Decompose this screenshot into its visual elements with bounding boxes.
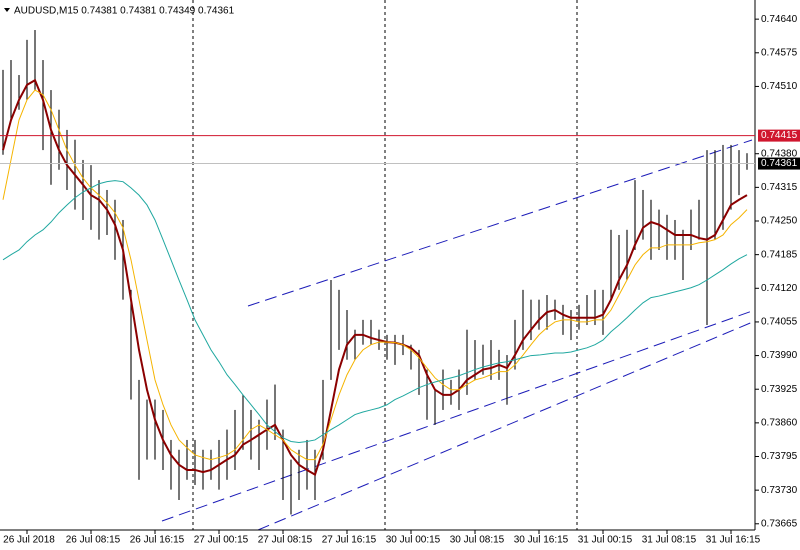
x-tick-label: 31 Jul 08:15 <box>642 535 697 546</box>
x-tick-label: 27 Jul 08:15 <box>258 535 313 546</box>
x-tick-label: 31 Jul 16:15 <box>706 535 761 546</box>
moving-average <box>2 180 748 444</box>
moving-average <box>2 89 748 461</box>
x-tick-label: 26 Jul 16:15 <box>130 535 185 546</box>
price-tag-label: 0.74415 <box>761 130 798 141</box>
y-tick-label: 0.73925 <box>761 384 798 395</box>
y-tick-label: 0.74120 <box>761 283 798 294</box>
y-tick-label: 0.74185 <box>761 249 798 260</box>
day-separators <box>192 0 578 530</box>
x-tick-label: 30 Jul 00:15 <box>386 535 441 546</box>
y-tick-label: 0.73990 <box>761 350 798 361</box>
y-tick-label: 0.74380 <box>761 148 798 159</box>
trendline <box>161 309 756 522</box>
moving-average <box>2 78 748 477</box>
y-tick-label: 0.74510 <box>761 81 798 92</box>
trendlines <box>161 139 756 531</box>
y-tick-label: 0.74055 <box>761 317 798 328</box>
price-tag <box>758 129 800 142</box>
y-tick-label: 0.73795 <box>761 451 798 462</box>
y-tick-label: 0.73860 <box>761 418 798 429</box>
y-tick-label: 0.74575 <box>761 47 798 58</box>
menu-icon[interactable] <box>4 8 10 12</box>
y-tick-label: 0.74315 <box>761 182 798 193</box>
price-tag-label: 0.74361 <box>761 158 798 169</box>
x-tick-label: 31 Jul 00:15 <box>578 535 633 546</box>
x-tick-label: 27 Jul 00:15 <box>194 535 249 546</box>
x-tick-label: 30 Jul 08:15 <box>450 535 505 546</box>
y-tick-label: 0.74640 <box>761 14 798 25</box>
trendline <box>247 139 753 307</box>
y-tick-label: 0.74250 <box>761 216 798 227</box>
x-tick-label: 26 Jul 2018 <box>3 535 55 546</box>
y-tick-label: 0.73665 <box>761 518 798 529</box>
x-tick-label: 26 Jul 08:15 <box>66 535 121 546</box>
x-tick-label: 27 Jul 16:15 <box>322 535 377 546</box>
plot <box>2 30 748 515</box>
y-tick-label: 0.73730 <box>761 485 798 496</box>
price-tag <box>758 157 800 170</box>
chart-title: AUDUSD,M15 0.74381 0.74381 0.74349 0.743… <box>14 6 235 17</box>
x-tick-label: 30 Jul 16:15 <box>514 535 569 546</box>
